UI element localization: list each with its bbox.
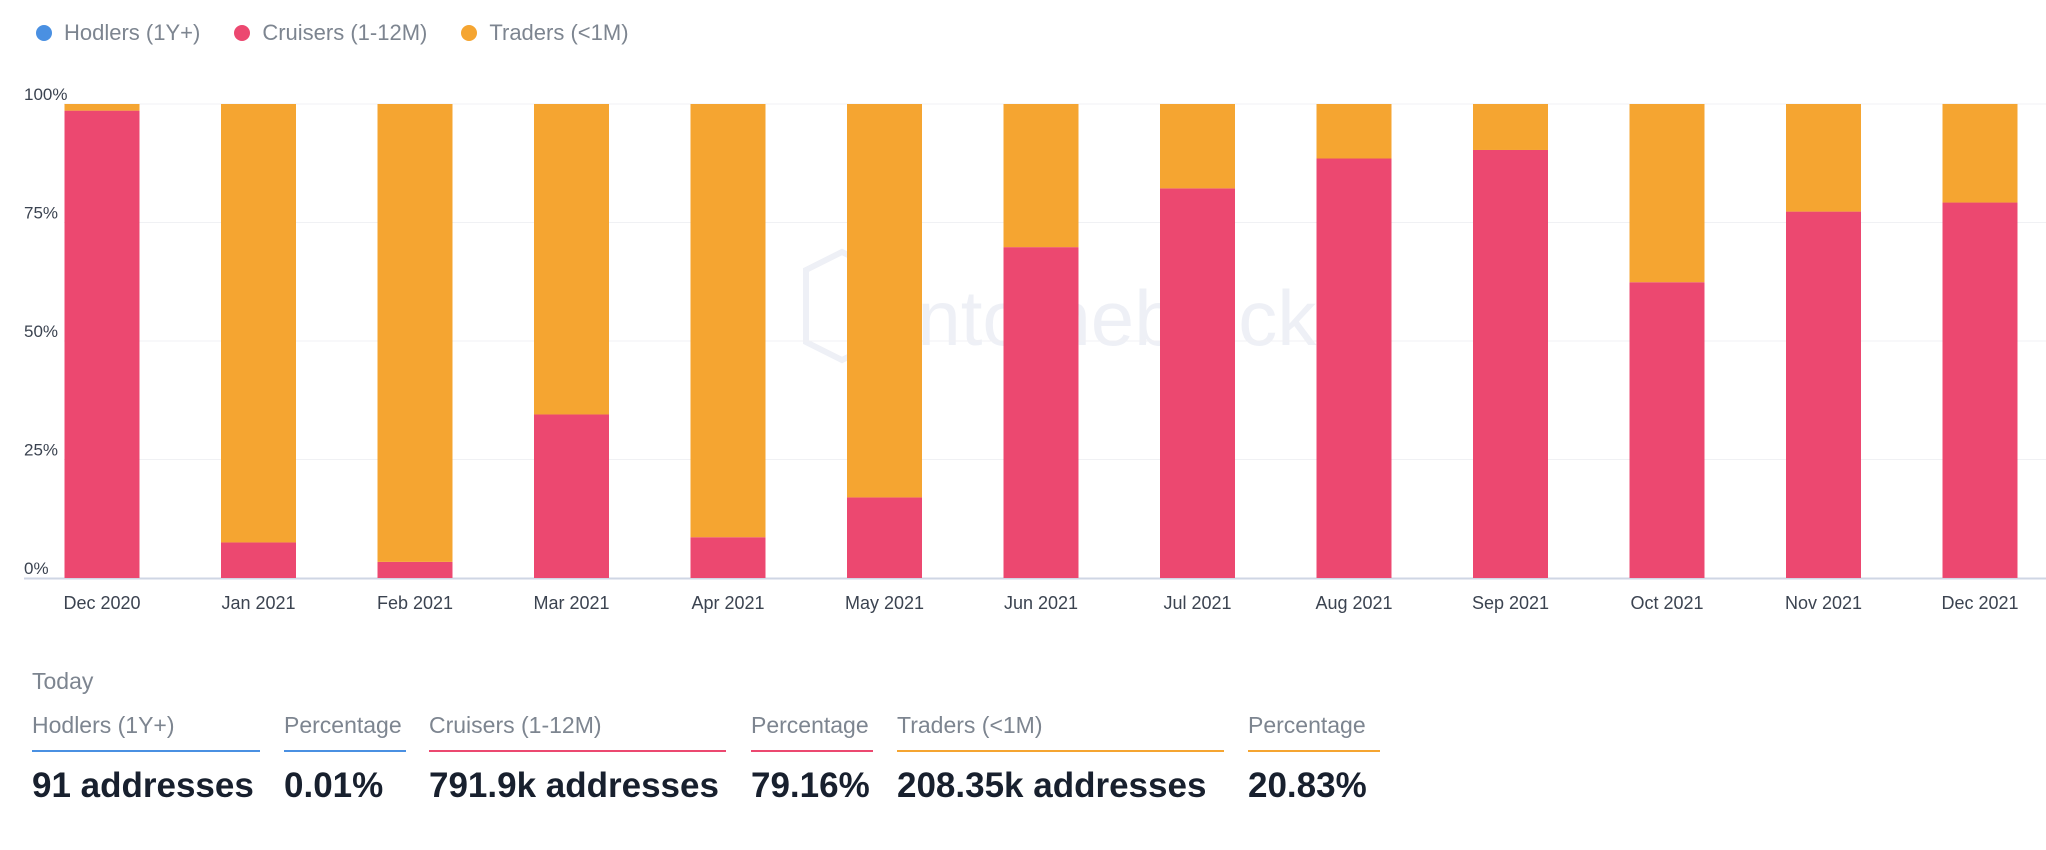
stat-label-hodlers: Hodlers (1Y+)	[32, 712, 260, 752]
legend-dot-traders	[461, 25, 478, 41]
legend-label-traders: Traders (<1M)	[489, 20, 629, 45]
stat-hodlers-percentage: Percentage 0.01%	[284, 712, 406, 806]
bar-traders-apr-2021	[690, 104, 766, 538]
x-tick-label: Dec 2021	[1941, 593, 2018, 613]
y-tick-label: 100%	[24, 85, 67, 104]
x-tick-label: Nov 2021	[1785, 593, 1862, 613]
bar-cruisers-dec-2020	[64, 110, 140, 579]
legend-item-cruisers[interactable]: Cruisers (1-12M)	[234, 20, 427, 46]
stat-label-traders: Traders (<1M)	[897, 712, 1224, 752]
legend-item-hodlers[interactable]: Hodlers (1Y+)	[36, 20, 200, 46]
bar-cruisers-jun-2021	[1003, 247, 1079, 578]
bar-cruisers-aug-2021	[1316, 158, 1392, 578]
legend-dot-hodlers	[36, 25, 52, 41]
y-tick-label: 50%	[24, 322, 58, 341]
stat-cruisers: Cruisers (1-12M) 791.9k addresses	[429, 712, 726, 806]
legend-item-traders[interactable]: Traders (<1M)	[461, 20, 629, 46]
stat-value-traders: 208.35k addresses	[897, 766, 1207, 805]
today-title: Today	[32, 668, 94, 694]
x-tick-label: Sep 2021	[1472, 593, 1549, 613]
bar-traders-jan-2021	[221, 104, 296, 543]
x-tick-label: Jul 2021	[1163, 593, 1231, 613]
bar-traders-nov-2021	[1786, 104, 1861, 212]
stat-traders: Traders (<1M) 208.35k addresses	[897, 712, 1224, 806]
y-tick-label: 0%	[24, 559, 49, 578]
watermark-text: intotheblock	[900, 274, 1317, 362]
x-tick-label: May 2021	[845, 593, 924, 613]
stat-value-cruisers: 791.9k addresses	[429, 766, 719, 805]
stat-label-traders-percentage: Percentage	[1248, 712, 1380, 752]
x-tick-label: Oct 2021	[1630, 593, 1703, 613]
x-tick-label: Apr 2021	[691, 593, 764, 613]
bar-traders-dec-2020	[64, 104, 140, 111]
bar-cruisers-apr-2021	[690, 537, 766, 578]
stat-label-cruisers: Cruisers (1-12M)	[429, 712, 726, 752]
bar-cruisers-mar-2021	[534, 414, 609, 578]
legend-dot-cruisers	[234, 25, 251, 41]
chart-legend: Hodlers (1Y+) Cruisers (1-12M) Traders (…	[36, 20, 629, 46]
bar-cruisers-sep-2021	[1473, 149, 1548, 578]
bar-cruisers-dec-2021	[1942, 202, 2018, 578]
legend-label-cruisers: Cruisers (1-12M)	[262, 20, 428, 45]
x-tick-label: Mar 2021	[533, 593, 609, 613]
stat-value-traders-percentage: 20.83%	[1248, 766, 1367, 805]
stat-value-hodlers: 91 addresses	[32, 766, 254, 805]
stat-traders-percentage: Percentage 20.83%	[1248, 712, 1380, 806]
bar-traders-aug-2021	[1316, 104, 1392, 159]
x-tick-label: Aug 2021	[1315, 593, 1392, 613]
bar-traders-jun-2021	[1003, 104, 1079, 248]
bar-traders-jul-2021	[1160, 104, 1235, 189]
stat-cruisers-percentage: Percentage 79.16%	[751, 712, 873, 806]
stat-label-hodlers-percentage: Percentage	[284, 712, 406, 752]
legend-label-hodlers: Hodlers (1Y+)	[64, 20, 201, 45]
x-tick-label: Dec 2020	[63, 593, 140, 613]
stat-value-hodlers-percentage: 0.01%	[284, 766, 384, 805]
stacked-bar-chart: intotheblock 0% 25% 50% 75% 100% Dec 2020 Jan 2…	[24, 85, 2046, 613]
x-tick-label: Jan 2021	[221, 593, 295, 613]
stat-value-cruisers-percentage: 79.16%	[751, 766, 870, 805]
bar-traders-feb-2021	[377, 104, 453, 562]
bar-cruisers-may-2021	[847, 497, 922, 578]
bar-cruisers-jul-2021	[1160, 188, 1235, 578]
bar-traders-oct-2021	[1629, 104, 1705, 283]
bar-cruisers-jan-2021	[221, 542, 296, 578]
bar-cruisers-nov-2021	[1786, 211, 1861, 578]
bar-cruisers-oct-2021	[1629, 282, 1705, 578]
bar-traders-dec-2021	[1942, 103, 2018, 203]
bar-cruisers-feb-2021	[377, 561, 453, 578]
x-tick-label: Feb 2021	[377, 593, 453, 613]
y-tick-label: 75%	[24, 204, 58, 223]
y-tick-label: 25%	[24, 441, 58, 460]
bar-traders-mar-2021	[534, 104, 609, 415]
bar-traders-sep-2021	[1473, 104, 1548, 150]
x-tick-label: Jun 2021	[1004, 593, 1078, 613]
stat-label-cruisers-percentage: Percentage	[751, 712, 873, 752]
bar-traders-may-2021	[847, 104, 922, 498]
stat-hodlers: Hodlers (1Y+) 91 addresses	[32, 712, 260, 806]
